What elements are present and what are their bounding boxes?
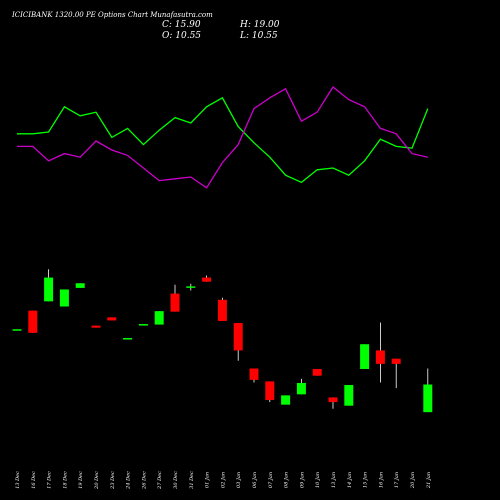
- candle-body: [123, 338, 133, 340]
- x-tick-label: 16 Jan: [378, 472, 384, 488]
- candle-body: [265, 381, 275, 401]
- x-tick-label: 13 Jan: [331, 472, 337, 488]
- candle-08-jan: [281, 395, 291, 405]
- candle-10-jan: [312, 369, 322, 376]
- candles: [12, 269, 433, 413]
- x-tick-label: 14 Jan: [347, 472, 353, 488]
- low-value: L: 10.55: [239, 31, 278, 41]
- candle-27-dec: [154, 311, 164, 325]
- candle-body: [344, 385, 354, 406]
- candle-body: [186, 286, 196, 288]
- x-tick-label: 13 Dec: [15, 471, 21, 489]
- candle-02-jan: [217, 297, 227, 321]
- candle-body: [75, 283, 85, 288]
- x-tick-label: 31 Dec: [189, 471, 195, 489]
- candle-09-jan: [296, 378, 306, 395]
- candle-body: [249, 368, 259, 380]
- candle-body: [154, 311, 164, 325]
- candle-17-jan: [391, 358, 401, 389]
- candle-30-dec: [170, 284, 180, 312]
- x-tick-label: 03 Jan: [236, 472, 242, 488]
- x-tick-label: 19 Dec: [78, 471, 84, 489]
- candle-body: [170, 293, 180, 312]
- x-axis-ticks: 13 Dec 16 Dec 17 Dec 18 Dec 19 Dec 20 Dec 23 D…: [15, 471, 432, 490]
- candle-23-dec: [107, 317, 117, 321]
- candle-14-jan: [344, 385, 354, 406]
- candle-body: [12, 329, 22, 331]
- x-tick-label: 18 Dec: [62, 471, 68, 489]
- x-tick-label: 17 Jan: [394, 472, 400, 488]
- candle-body: [360, 344, 370, 370]
- x-tick-label: 10 Jan: [315, 472, 321, 488]
- candle-body: [44, 277, 54, 302]
- candle-16-dec: [28, 310, 38, 333]
- candle-body: [233, 323, 243, 351]
- candle-13-jan: [328, 397, 338, 409]
- candle-body: [391, 358, 401, 364]
- candle-body: [138, 324, 148, 326]
- x-tick-label: 17 Dec: [47, 471, 53, 489]
- candle-01-jan: [202, 275, 212, 282]
- candle-31-dec: [186, 283, 196, 291]
- x-tick-label: 20 Dec: [94, 471, 100, 490]
- candle-body: [59, 289, 69, 307]
- x-tick-label: 02 Jan: [220, 472, 226, 488]
- indicator-lines: [17, 86, 429, 189]
- x-tick-label: 20 Jan: [410, 472, 416, 489]
- candle-body: [328, 397, 338, 403]
- candle-body: [217, 299, 227, 321]
- x-tick-label: 23 Dec: [110, 471, 116, 490]
- x-tick-label: 01 Jan: [205, 472, 211, 488]
- candle-16-jan: [375, 322, 385, 383]
- high-value: H: 19.00: [239, 20, 280, 30]
- candle-body: [28, 310, 38, 333]
- candle-15-jan: [360, 344, 370, 370]
- candle-body: [202, 277, 212, 282]
- candle-body: [312, 369, 322, 376]
- x-tick-label: 06 Jan: [252, 472, 258, 488]
- x-tick-label: 21 Jan: [426, 472, 432, 489]
- x-tick-label: 08 Jan: [284, 472, 290, 488]
- candle-19-dec: [75, 283, 85, 288]
- candle-20-dec: [91, 325, 101, 328]
- candle-body: [375, 350, 385, 364]
- candle-13-dec: [12, 329, 22, 331]
- candle-06-jan: [249, 368, 259, 383]
- indicator-line-1: [17, 96, 429, 184]
- x-tick-label: 26 Dec: [141, 471, 147, 490]
- candle-body: [107, 317, 117, 321]
- candle-18-dec: [59, 289, 69, 307]
- x-tick-label: 09 Jan: [299, 472, 305, 488]
- candle-21-jan: [423, 368, 433, 413]
- candle-body: [281, 395, 291, 405]
- indicator-line-2: [17, 86, 428, 189]
- candle-body: [296, 382, 306, 395]
- candle-24-dec: [123, 338, 133, 340]
- candle-body: [91, 325, 101, 328]
- candle-03-jan: [233, 323, 243, 361]
- candle-07-jan: [265, 381, 275, 403]
- candle-26-dec: [138, 324, 148, 326]
- x-tick-label: 16 Dec: [31, 471, 37, 489]
- x-tick-label: 27 Dec: [157, 471, 163, 490]
- x-tick-label: 15 Jan: [363, 472, 369, 488]
- candle-17-dec: [44, 269, 54, 302]
- x-tick-label: 24 Dec: [126, 471, 132, 490]
- x-tick-label: 30 Dec: [173, 471, 179, 489]
- x-tick-label: 07 Jan: [268, 472, 274, 488]
- open-value: O: 10.55: [162, 31, 201, 41]
- chart-title: ICICIBANK 1320.00 PE Options Chart Munaf…: [11, 11, 213, 19]
- close-value: C: 15.90: [162, 20, 201, 30]
- candle-body: [423, 384, 433, 413]
